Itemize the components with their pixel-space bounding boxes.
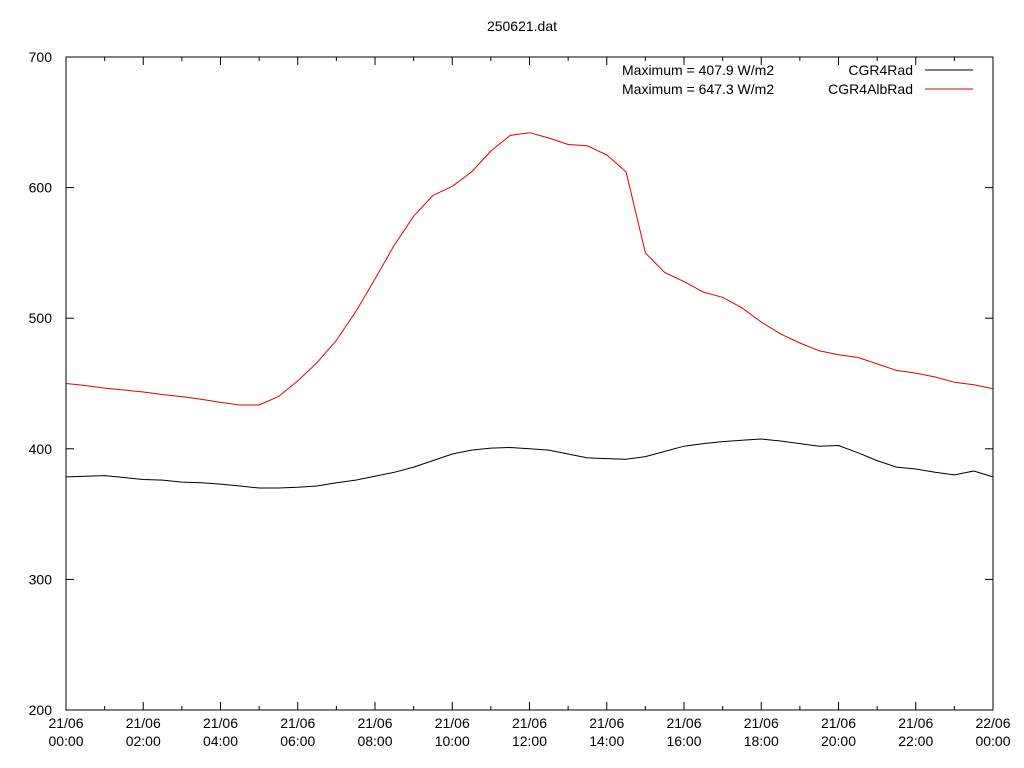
x-tick-label-date: 21/06 xyxy=(126,715,161,731)
y-tick-label: 300 xyxy=(29,571,53,587)
y-tick-label: 700 xyxy=(29,49,53,65)
series-lines xyxy=(65,132,994,489)
max-annotation: Maximum = 647.3 W/m2 xyxy=(622,81,774,97)
plot-frame xyxy=(65,56,994,711)
x-tick-label-time: 08:00 xyxy=(357,733,392,749)
x-tick-label-time: 04:00 xyxy=(203,733,238,749)
x-tick-label-date: 21/06 xyxy=(203,715,238,731)
y-tick-label: 200 xyxy=(29,702,53,718)
x-tick-label-time: 00:00 xyxy=(48,733,83,749)
x-tick-label-date: 21/06 xyxy=(666,715,701,731)
x-tick-label-date: 21/06 xyxy=(357,715,392,731)
legend-label: CGR4AlbRad xyxy=(828,81,913,97)
x-tick-label-time: 06:00 xyxy=(280,733,315,749)
y-tick-label: 600 xyxy=(29,180,53,196)
x-tick-label-time: 18:00 xyxy=(744,733,779,749)
x-tick-label-date: 21/06 xyxy=(280,715,315,731)
x-tick-label-time: 02:00 xyxy=(126,733,161,749)
y-tick-label: 500 xyxy=(29,310,53,326)
x-tick-label-time: 10:00 xyxy=(435,733,470,749)
x-tick-label-date: 22/06 xyxy=(975,715,1010,731)
y-tick-label: 400 xyxy=(29,441,53,457)
legend-label: CGR4Rad xyxy=(848,62,913,78)
series-line-cgr4rad xyxy=(65,438,994,489)
series-line-cgr4albrad xyxy=(65,132,994,406)
x-tick-label-date: 21/06 xyxy=(898,715,933,731)
x-tick-label-time: 14:00 xyxy=(589,733,624,749)
x-tick-label-date: 21/06 xyxy=(589,715,624,731)
x-tick-label-time: 16:00 xyxy=(666,733,701,749)
x-tick-label-time: 22:00 xyxy=(898,733,933,749)
x-tick-label-date: 21/06 xyxy=(744,715,779,731)
x-tick-label-time: 12:00 xyxy=(512,733,547,749)
axis-ticks: 200 300 400 500 600 700 21/06 00:00 21/06 02:00 21… xyxy=(29,49,1011,749)
x-tick-label-time: 20:00 xyxy=(821,733,856,749)
chart-title: 250621.dat xyxy=(487,18,557,34)
max-annotation: Maximum = 407.9 W/m2 xyxy=(622,62,774,78)
x-tick-label-date: 21/06 xyxy=(435,715,470,731)
legend: CGR4Rad CGR4AlbRad xyxy=(828,62,973,97)
x-tick-label-date: 21/06 xyxy=(48,715,83,731)
annotations: Maximum = 407.9 W/m2 Maximum = 647.3 W/m2 xyxy=(622,62,774,97)
x-tick-label-date: 21/06 xyxy=(512,715,547,731)
x-tick-label-date: 21/06 xyxy=(821,715,856,731)
x-tick-label-time: 00:00 xyxy=(975,733,1010,749)
